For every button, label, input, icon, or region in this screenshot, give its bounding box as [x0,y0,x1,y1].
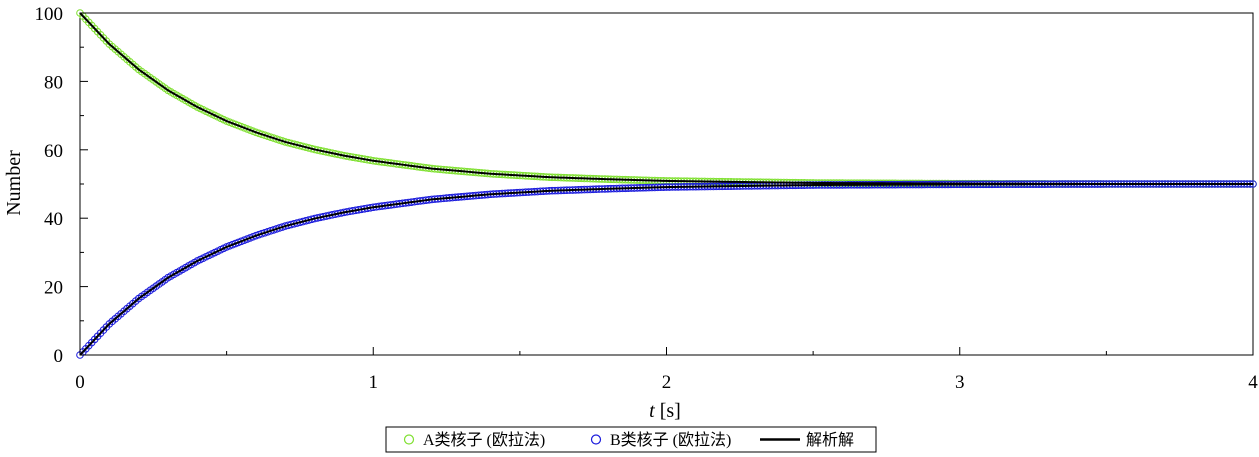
series-a [76,9,1257,188]
y-tick-label: 100 [35,4,64,25]
y-tick-label: 80 [44,72,63,93]
x-tick-label: 3 [955,372,965,393]
x-axis-title: t [s] [649,400,681,422]
y-tick-label: 0 [54,346,64,367]
legend-marker-a [403,434,415,445]
analytic-line-a [79,12,1253,185]
legend: A类核子 (欧拉法) B类核子 (欧拉法) 解析解 [385,426,877,453]
legend-label-analytic: 解析解 [806,431,854,449]
y-tick-label: 20 [44,278,63,299]
x-tick-label: 0 [75,372,85,393]
x-tick-label: 2 [662,372,672,393]
analytic-line-b [79,183,1253,356]
legend-label-a: A类核子 (欧拉法) [423,431,545,449]
x-tick-label: 1 [369,372,379,393]
series-layer [76,9,1257,359]
y-axis-title: Number [3,150,25,216]
y-tick-label: 40 [44,209,63,230]
x-tick-label: 4 [1248,372,1258,393]
legend-label-b: B类核子 (欧拉法) [610,431,731,449]
series-b [76,180,1257,359]
x-axis-variable: t [649,400,655,422]
x-axis-unit: [s] [655,400,681,422]
legend-marker-b [590,434,602,445]
y-tick-label: 60 [44,141,63,162]
